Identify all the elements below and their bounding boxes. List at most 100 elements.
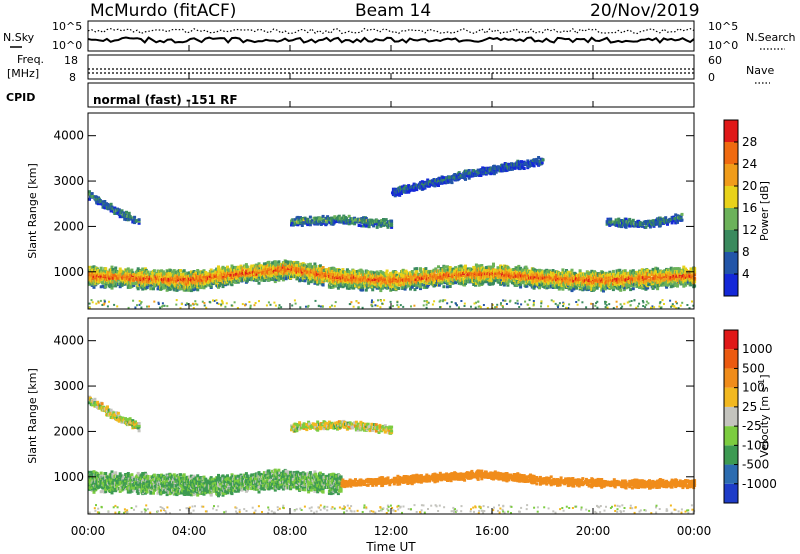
power-echo-cell — [313, 281, 317, 285]
power-echo-cell — [185, 271, 189, 275]
power-echo-cell — [189, 289, 193, 293]
power-echo-cell — [260, 278, 264, 282]
power-echo-cell — [570, 268, 574, 272]
power-echo-cell — [288, 272, 292, 276]
power-echo-cell — [367, 274, 371, 278]
power-echo-cell — [278, 263, 282, 267]
power-echo-cell — [452, 280, 456, 284]
power-echo-cell — [185, 288, 189, 292]
power-echo-cell — [491, 279, 495, 283]
power-echo-cell — [394, 270, 398, 274]
power-echo-cell — [346, 273, 350, 277]
power-echo-cell — [109, 207, 113, 211]
power-echo-cell — [386, 274, 390, 278]
noise-left-tick-bottom: 10^0 — [52, 39, 82, 52]
power-echo-cell — [111, 278, 115, 282]
power-echo-cell — [640, 286, 644, 290]
power-echo-cell — [511, 268, 515, 271]
power-echo-cell — [329, 285, 333, 289]
power-echo-cell — [345, 286, 349, 290]
power-echo-cell — [376, 285, 380, 289]
power-echo-cell — [217, 267, 220, 271]
power-echo-cell — [307, 281, 311, 285]
power-echo-cell — [336, 282, 339, 286]
noise-sky-label: N.Sky — [3, 31, 35, 44]
power-echo-cell — [419, 280, 422, 284]
power-echo-cell — [511, 271, 515, 275]
power-echo-cell — [273, 276, 277, 280]
power-echo-cell — [319, 216, 323, 220]
power-echo-cell — [669, 266, 673, 270]
power-echo-cell — [492, 269, 496, 273]
power-echo-cell — [373, 271, 376, 275]
power-echo-cell — [364, 217, 368, 220]
power-echo-cell — [202, 269, 206, 273]
power-echo-cell — [536, 278, 540, 282]
power-echo-cell — [368, 280, 372, 284]
power-echo-cell — [574, 285, 578, 288]
power-echo-cell — [539, 269, 543, 273]
power-echo-cell — [320, 218, 324, 221]
power-echo-cell — [115, 209, 119, 213]
power-echo-cell — [606, 286, 610, 290]
power-echo-cell — [317, 221, 321, 225]
power-echo-cell — [639, 277, 643, 281]
power-echo-cell — [601, 271, 605, 275]
power-echo-cell — [190, 276, 194, 280]
power-echo-cell — [524, 271, 528, 275]
power-echo-cell — [348, 281, 352, 285]
power-echo-cell — [352, 273, 356, 277]
power-echo-cell — [141, 283, 145, 287]
power-echo-cell — [395, 286, 399, 290]
power-echo-cell — [99, 266, 103, 270]
power-echo-cell — [459, 264, 463, 268]
power-echo-cell — [506, 283, 510, 287]
power-echo-cell — [400, 284, 403, 287]
power-echo-cell — [143, 267, 147, 271]
power-echo-cell — [130, 285, 134, 289]
power-echo-cell — [489, 265, 493, 269]
power-echo-cell — [659, 275, 663, 279]
power-echo-cell — [413, 267, 417, 271]
power-echo-cell — [519, 283, 523, 287]
power-echo-cell — [189, 270, 193, 274]
power-echo-cell — [205, 273, 209, 276]
power-echo-cell — [113, 206, 117, 210]
power-echo-cell — [617, 278, 621, 282]
power-echo-cell — [267, 260, 271, 264]
power-echo-cell — [136, 267, 140, 271]
power-echo-cell — [366, 279, 370, 283]
power-echo-cell — [611, 271, 615, 275]
power-echo-cell — [379, 270, 383, 274]
power-echo-cell — [528, 278, 532, 282]
power-echo-cell — [330, 218, 334, 222]
power-echo-cell — [101, 269, 105, 273]
power-echo-cell — [558, 280, 562, 284]
power-echo-cell — [301, 262, 305, 266]
power-echo-cell — [506, 282, 510, 285]
power-echo-cell — [241, 269, 245, 273]
power-echo-cell — [497, 280, 501, 284]
noise-right-tick-top: 10^5 — [708, 20, 738, 33]
power-echo-cell — [296, 276, 300, 280]
power-echo-cell — [277, 278, 281, 282]
power-echo-cell — [299, 216, 302, 220]
power-echo-cell — [121, 215, 125, 219]
power-echo-cell — [355, 270, 359, 273]
power-echo-cell — [373, 282, 377, 286]
power-echo-cell — [561, 287, 565, 291]
power-echo-cell — [414, 278, 418, 282]
power-echo-cell — [452, 272, 456, 276]
power-echo-cell — [245, 279, 249, 283]
power-echo-cell — [347, 284, 351, 288]
power-echo-cell — [350, 271, 354, 275]
power-echo-cell — [316, 280, 320, 284]
power-echo-cell — [152, 269, 156, 273]
power-echo-cell — [368, 222, 372, 226]
station-title: McMurdo (fitACF) — [90, 1, 236, 21]
power-echo-cell — [311, 270, 315, 274]
power-echo-cell — [428, 269, 431, 273]
power-echo-cell — [120, 283, 124, 287]
power-echo-cell — [184, 284, 188, 288]
power-echo-cell — [510, 281, 514, 285]
